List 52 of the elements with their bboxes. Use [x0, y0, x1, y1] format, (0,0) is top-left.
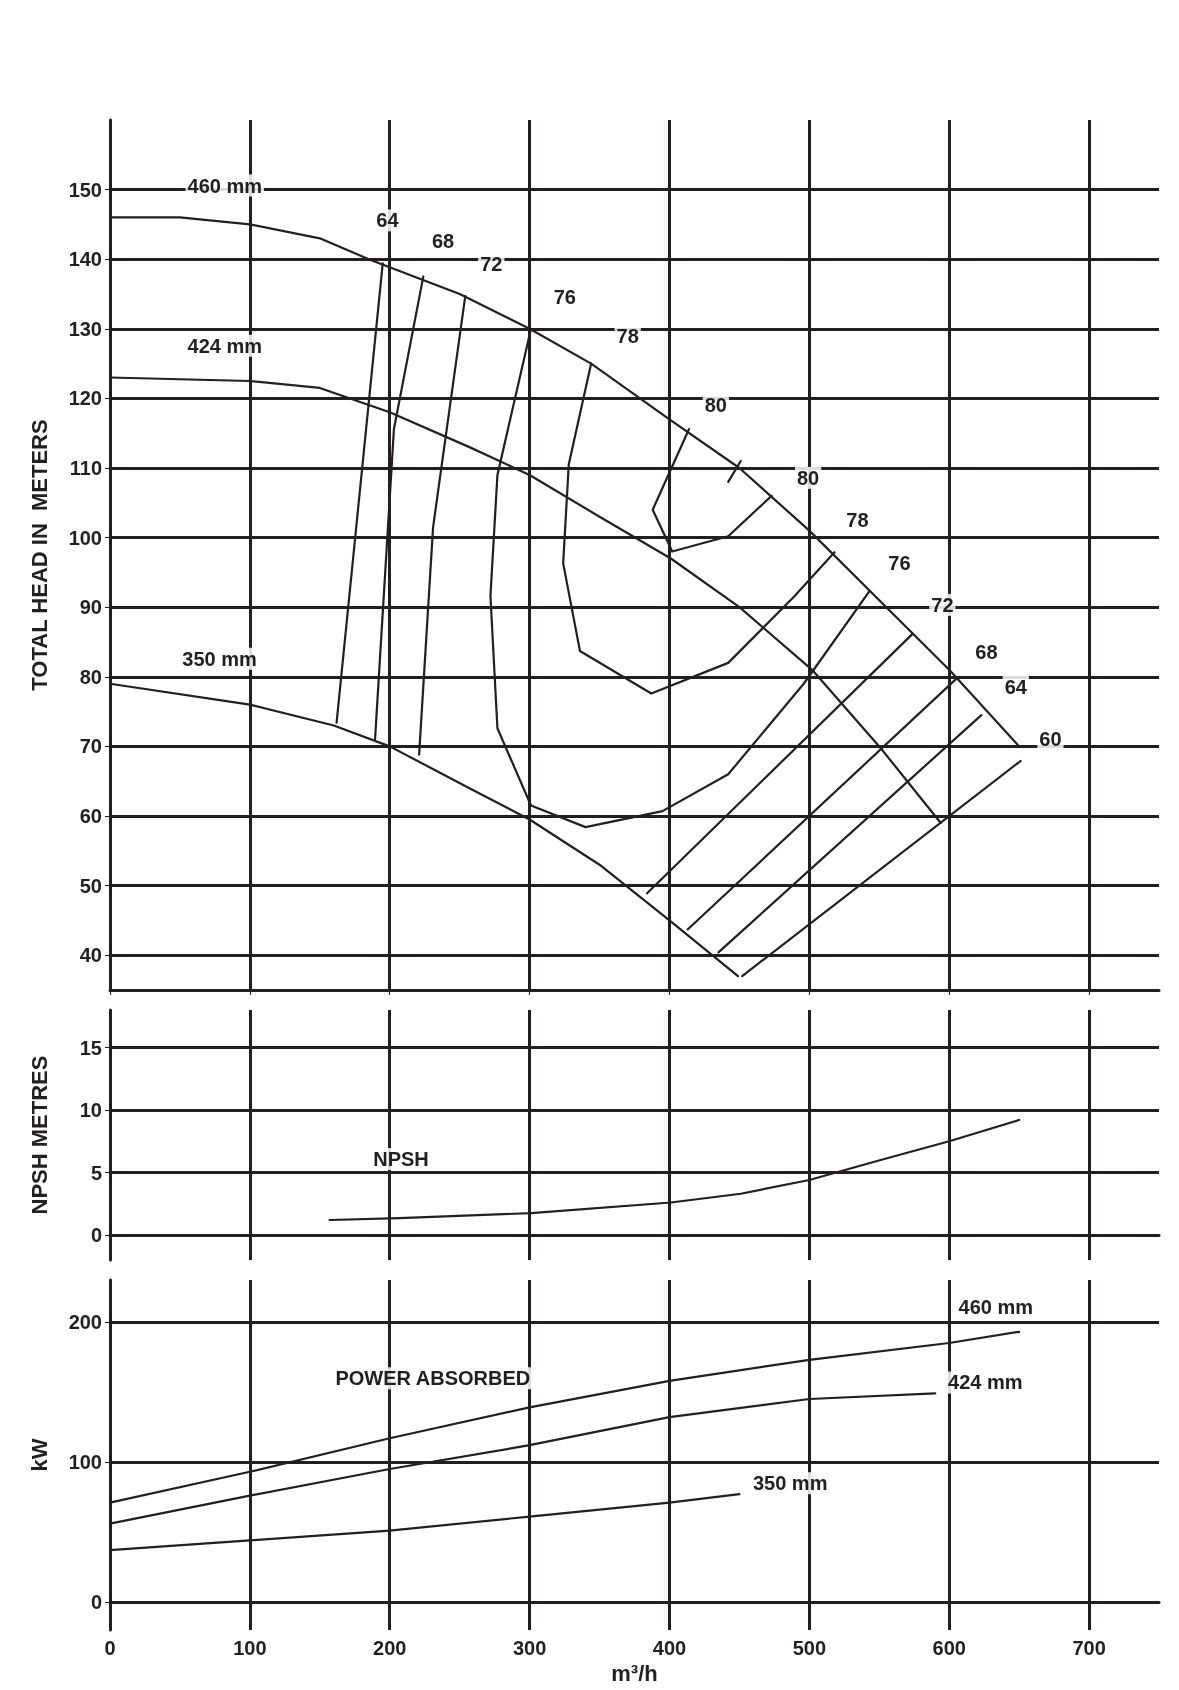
y-tick-label: 110 — [69, 457, 102, 479]
x-tick-label: 200 — [373, 1637, 407, 1659]
y-tick-label: 140 — [68, 248, 102, 271]
y-axis-title: kW — [26, 1438, 52, 1472]
y-tick-label: 130 — [68, 317, 102, 340]
annotation: 78 — [616, 325, 639, 348]
y-tick-label: 60 — [79, 805, 102, 827]
y-tick-label: 5 — [90, 1161, 102, 1184]
annotation: 72 — [931, 593, 954, 616]
annotation: 350 mm — [752, 1472, 828, 1495]
annotation: 350 mm — [182, 647, 257, 670]
annotation: 78 — [846, 508, 869, 531]
y-tick-label: 120 — [68, 387, 102, 410]
annotation: 68 — [975, 640, 998, 663]
annotation: 76 — [888, 552, 911, 575]
y-tick-label: 15 — [79, 1036, 102, 1059]
y-tick-label: 100 — [68, 526, 102, 549]
annotation: 460 mm — [187, 174, 263, 197]
annotation: 60 — [1039, 727, 1062, 750]
annotation: 424 mm — [948, 1371, 1023, 1394]
y-tick-label: 100 — [68, 1451, 102, 1473]
x-axis-title: m³/h — [611, 1661, 658, 1687]
y-tick-label: 40 — [79, 944, 102, 967]
annotation: 64 — [376, 209, 400, 232]
annotation: 460 mm — [958, 1295, 1034, 1318]
y-tick-label: 0 — [90, 1591, 102, 1613]
y-axis-title: TOTAL HEAD IN METERS — [26, 419, 52, 691]
annotation: POWER ABSORBED — [335, 1367, 531, 1390]
y-tick-label: 80 — [79, 665, 102, 688]
annotation: 76 — [553, 285, 576, 308]
y-tick-label: 10 — [79, 1099, 102, 1121]
y-tick-label: 90 — [79, 596, 102, 619]
x-tick-label: 0 — [104, 1637, 116, 1659]
x-tick-label: 700 — [1072, 1637, 1106, 1659]
annotation: 64 — [1004, 675, 1028, 698]
annotation: 72 — [480, 252, 503, 275]
x-tick-label: 600 — [932, 1637, 966, 1659]
annotation: NPSH — [373, 1148, 429, 1170]
x-tick-label: 500 — [792, 1637, 827, 1659]
annotation: 80 — [704, 393, 727, 416]
annotation: 424 mm — [187, 334, 263, 357]
y-axis-title: NPSH METRES — [26, 1055, 52, 1215]
x-tick-label: 100 — [233, 1637, 267, 1659]
x-tick-label: 300 — [512, 1637, 547, 1659]
y-tick-label: 200 — [68, 1311, 102, 1333]
y-tick-label: 70 — [79, 735, 102, 758]
annotation: 80 — [797, 466, 820, 489]
annotation: 68 — [431, 230, 455, 253]
x-tick-label: 400 — [652, 1637, 687, 1659]
y-tick-label: 150 — [68, 178, 102, 201]
y-tick-label: 0 — [90, 1224, 102, 1246]
y-tick-label: 50 — [79, 874, 102, 897]
